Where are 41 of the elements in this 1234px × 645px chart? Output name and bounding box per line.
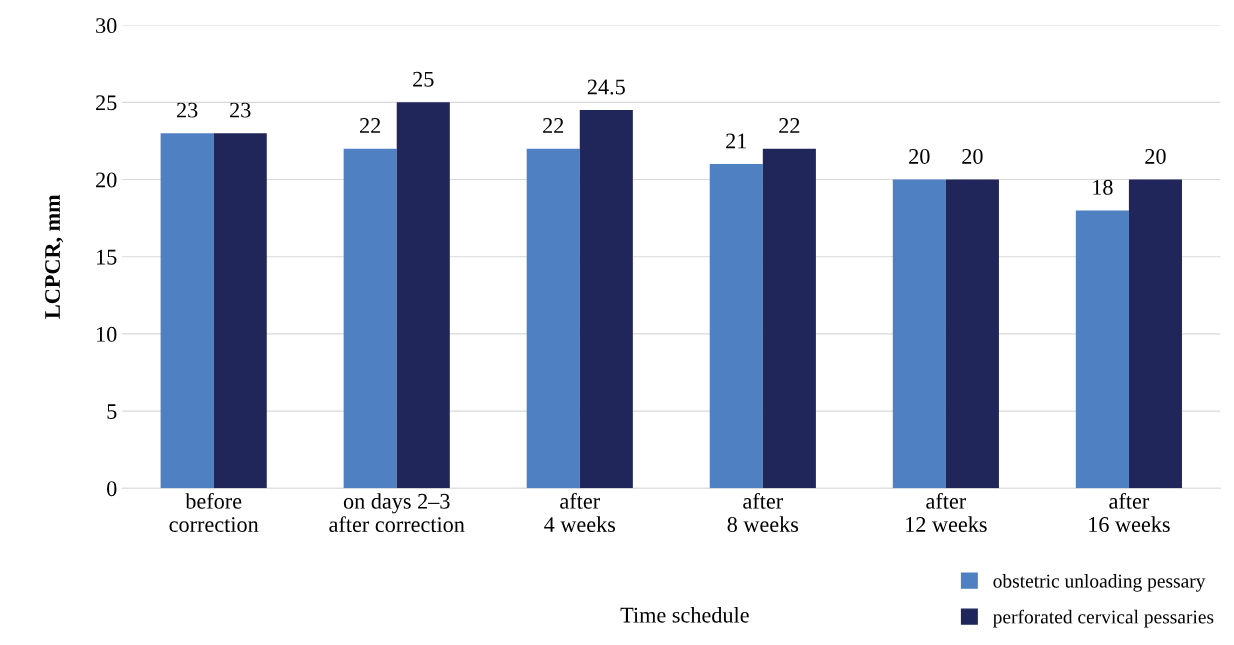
y-axis-title: LCPCR, mm bbox=[45, 194, 64, 319]
bar bbox=[160, 133, 214, 489]
data-label: 22 bbox=[360, 118, 381, 133]
bar bbox=[343, 148, 397, 489]
y-tick-label: 25 bbox=[96, 95, 117, 111]
data-label: 22 bbox=[543, 118, 564, 133]
bar bbox=[396, 102, 450, 489]
bar bbox=[709, 164, 763, 489]
y-tick-label: 15 bbox=[97, 249, 117, 265]
bar bbox=[1128, 179, 1182, 489]
data-label: 20 bbox=[962, 148, 983, 164]
x-tick-label: after 16 weeks bbox=[1089, 492, 1170, 532]
legend-label: perforated cervical pessaries bbox=[993, 609, 1214, 628]
data-label: 22 bbox=[779, 118, 800, 133]
x-tick-label: after 8 weeks bbox=[727, 492, 799, 532]
y-tick-label: 0 bbox=[107, 481, 117, 497]
x-tick-label: on days 2–3 after correction bbox=[329, 493, 465, 533]
y-tick-label: 10 bbox=[97, 326, 117, 342]
bar bbox=[945, 179, 999, 489]
data-label: 20 bbox=[909, 148, 930, 164]
bar bbox=[762, 148, 816, 489]
x-axis-title: Time schedule bbox=[620, 607, 749, 623]
bar bbox=[213, 133, 267, 489]
data-label: 23 bbox=[177, 102, 198, 118]
y-tick-label: 30 bbox=[96, 18, 117, 34]
x-tick-label: before correction bbox=[169, 492, 259, 532]
data-label: 18 bbox=[1093, 179, 1113, 195]
data-label: 24.5 bbox=[587, 79, 625, 95]
x-tick-label: after 12 weeks bbox=[906, 492, 987, 532]
y-tick-label: 5 bbox=[107, 404, 117, 420]
y-tick-label: 20 bbox=[96, 172, 117, 188]
bar bbox=[892, 179, 946, 489]
legend-label: obstetric unloading pessary bbox=[993, 573, 1206, 592]
x-tick-label: after 4 weeks bbox=[544, 492, 616, 532]
bar bbox=[1075, 210, 1129, 489]
data-label: 25 bbox=[413, 71, 434, 87]
bar bbox=[579, 110, 633, 489]
data-label: 23 bbox=[230, 102, 251, 118]
data-label: 21 bbox=[726, 133, 747, 149]
data-label: 20 bbox=[1145, 148, 1166, 164]
bar bbox=[526, 148, 580, 489]
